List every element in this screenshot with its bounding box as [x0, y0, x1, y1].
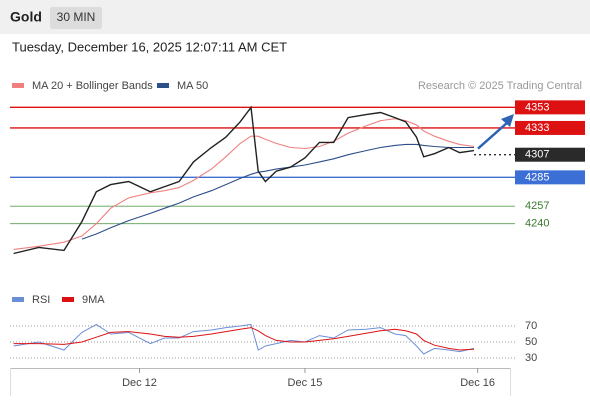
timeframe[interactable]: 30 MIN	[57, 10, 96, 24]
rsi-line	[13, 327, 475, 351]
x-tick-label: Dec 15	[288, 377, 323, 389]
legend-swatch	[62, 297, 74, 302]
legend-label: MA 20 + Bollinger Bands	[32, 80, 153, 92]
level-label: 4333	[525, 122, 549, 134]
level-label: 4285	[525, 171, 549, 183]
ma-line	[81, 143, 474, 240]
arrow-head	[501, 114, 514, 127]
frame	[10, 368, 11, 396]
legend-swatch	[12, 83, 24, 88]
level-label: 4307	[525, 149, 549, 161]
price-line	[13, 105, 475, 255]
frame	[510, 368, 511, 396]
y-tick-label: 50	[525, 336, 537, 348]
level-box	[515, 100, 585, 115]
x-axis	[10, 368, 510, 369]
symbol: Gold	[10, 9, 42, 25]
legend-label: RSI	[32, 294, 50, 306]
credit: Research © 2025 Trading Central	[418, 80, 582, 92]
level-box	[515, 147, 585, 162]
rsi-line	[13, 323, 475, 355]
x-tick-label: Dec 12	[122, 377, 157, 389]
timeframe-box[interactable]	[50, 7, 102, 29]
x-tick-label: Dec 16	[460, 377, 495, 389]
y-tick-label: 70	[525, 320, 537, 332]
legend-label: 9MA	[82, 294, 105, 306]
y-tick-label: 30	[525, 352, 537, 364]
forecast-arrow	[477, 121, 509, 150]
legend-swatch	[157, 83, 169, 88]
level-label: 4257	[525, 200, 549, 212]
ma-line	[13, 118, 475, 250]
level-label: 4353	[525, 101, 549, 113]
level-box	[515, 170, 585, 185]
legend-label: MA 50	[177, 80, 208, 92]
datetime: Tuesday, December 16, 2025 12:07:11 AM C…	[12, 39, 287, 54]
legend-swatch	[12, 297, 24, 302]
level-label: 4240	[525, 218, 549, 230]
level-box	[515, 120, 585, 135]
